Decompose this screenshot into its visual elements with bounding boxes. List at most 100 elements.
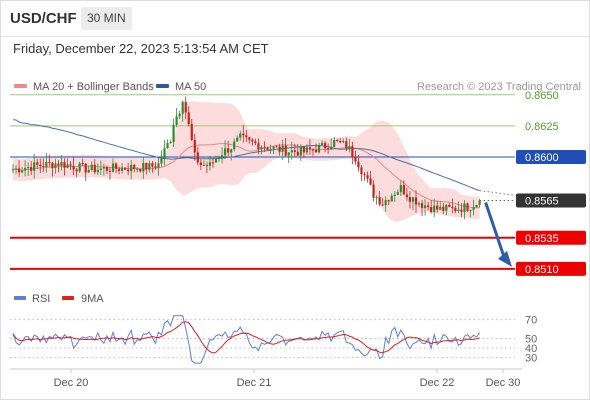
candle-body (163, 148, 166, 159)
symbol-title: USD/CHF (10, 10, 77, 27)
candle-body (108, 170, 112, 172)
candle-body (363, 174, 366, 176)
candle-body (320, 143, 324, 145)
candle-body (208, 162, 212, 166)
candle-body (133, 164, 136, 170)
candle-body (145, 162, 148, 170)
candle-body (339, 141, 342, 143)
forecast-arrow-shaft (484, 201, 506, 258)
rsi-tick-40: 40 (525, 343, 537, 355)
candle-body (439, 206, 442, 210)
x-tick-label-2: Dec 22 (420, 377, 455, 389)
candle-body (260, 147, 263, 150)
candle-body (448, 204, 451, 208)
candle-body (442, 206, 445, 211)
chart-header: USD/CHF 30 MIN (0, 0, 590, 37)
candle-body (384, 200, 387, 206)
candle-body (42, 166, 45, 168)
candle-body (375, 197, 378, 199)
candle-body (472, 207, 475, 210)
candle-body (127, 169, 130, 172)
candle-body (420, 203, 424, 209)
candle-body (36, 162, 39, 165)
candle-body (427, 205, 430, 208)
timeframe-badge[interactable]: 30 MIN (81, 7, 132, 30)
candle-body (314, 149, 318, 153)
candle-body (405, 194, 408, 198)
level-label-0.8650: 0.8650 (525, 90, 559, 102)
candle-body (311, 149, 315, 151)
rsi-legend-label: RSI (32, 293, 50, 305)
candle-body (175, 116, 178, 125)
candle-body (96, 169, 99, 173)
candle-body (54, 163, 57, 169)
candle-body (181, 101, 184, 114)
ma50-legend-swatch (156, 84, 169, 88)
rsi-tick-30: 30 (525, 352, 537, 364)
candle-body (39, 164, 42, 167)
rsi-tick-50: 50 (525, 334, 537, 346)
candle-body (111, 163, 115, 172)
candle-body (466, 203, 469, 211)
candle-body (475, 204, 478, 208)
candle-body (348, 146, 351, 149)
rsi-legend-swatch (14, 296, 26, 300)
level-label-0.8625: 0.8625 (525, 121, 559, 133)
candle-body (242, 133, 245, 136)
candle-body (366, 175, 369, 179)
candle-body (299, 146, 302, 156)
candle-body (393, 194, 396, 196)
candle-body (333, 139, 336, 147)
candle-body (136, 168, 139, 170)
candle-body (178, 113, 181, 117)
candle-body (33, 162, 36, 171)
candle-body (102, 167, 105, 169)
candle-body (357, 161, 360, 168)
candle-body (266, 147, 269, 150)
level-label-0.8565: 0.8565 (525, 195, 559, 207)
candle-body (327, 148, 330, 150)
candle-body (430, 207, 433, 213)
candle-body (217, 156, 221, 159)
candle-body (236, 137, 239, 142)
candle-body (172, 124, 175, 142)
candle-body (17, 168, 21, 173)
candle-body (148, 163, 151, 170)
candle-body (433, 205, 436, 213)
candle-body (290, 150, 293, 153)
candle-body (308, 147, 312, 150)
candle-body (248, 137, 251, 140)
x-axis: Dec 20 Dec 21 Dec 22 Dec 30 (54, 369, 520, 389)
bollinger-bands (13, 101, 480, 222)
candle-body (30, 166, 33, 171)
candle-body (293, 150, 296, 152)
candle-body (460, 209, 463, 212)
candle-body (254, 141, 257, 144)
candle-body (99, 168, 102, 170)
candle-body (272, 146, 275, 149)
level-label-0.8535: 0.8535 (525, 233, 559, 245)
rsi-tick-70: 70 (525, 315, 537, 327)
candle-body (205, 164, 209, 166)
candle-body (390, 195, 393, 202)
candle-body (45, 161, 48, 168)
candle-body (354, 156, 357, 162)
level-lines (10, 94, 515, 270)
candle-body (193, 139, 196, 153)
candle-body (157, 163, 160, 168)
candle-body (336, 139, 339, 142)
candle-body (93, 164, 96, 173)
candle-body (72, 165, 75, 170)
candle-body (202, 164, 205, 166)
candle-body (199, 162, 202, 166)
level-tag-0.8510 (516, 261, 586, 276)
date-line: Friday, December 22, 2023 5:13:54 AM CET (13, 41, 269, 56)
candle-body (451, 207, 454, 209)
candle-body (227, 148, 230, 153)
candle-body (130, 164, 133, 172)
rsi-ma-legend-label: 9MA (81, 293, 104, 305)
candle-body (269, 148, 272, 150)
level-tag-0.8600 (516, 149, 586, 164)
candle-body (408, 197, 412, 202)
